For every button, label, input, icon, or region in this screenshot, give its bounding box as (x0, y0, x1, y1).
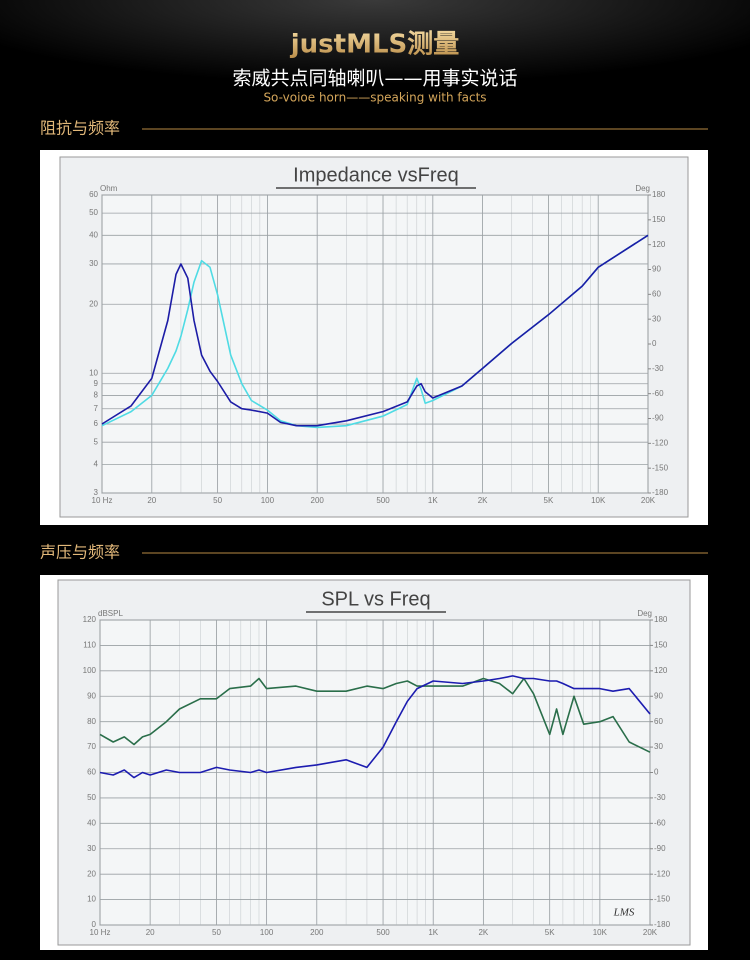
subtitle-en: So-voioe horn——speaking with facts (263, 91, 486, 105)
series-line (99, 675, 651, 779)
y-tick-label: 3 (94, 488, 99, 497)
x-tick-label: 20 (147, 496, 156, 505)
x-tick-label: 200 (310, 928, 324, 937)
y2-tick-label: 180 (652, 190, 666, 199)
y2-tick-label: -180 (654, 920, 671, 929)
y2-tick-label: -90 (652, 414, 664, 423)
series-line (99, 677, 651, 753)
y2-tick-label: 150 (654, 641, 668, 650)
y-tick-label: 40 (87, 818, 96, 827)
x-tick-label: 2K (478, 928, 488, 937)
y-tick-label: 120 (83, 615, 97, 624)
x-tick-label: 1K (428, 496, 438, 505)
y-axis-label: Ohm (100, 184, 118, 193)
y2-tick-label: 30 (652, 314, 661, 323)
y-tick-label: 0 (92, 920, 97, 929)
x-tick-label: 2K (478, 496, 488, 505)
y2-tick-label: -30 (652, 364, 664, 373)
annotation: LMS (613, 907, 635, 919)
y2-tick-label: 120 (652, 240, 666, 249)
x-tick-label: 10 Hz (90, 928, 111, 937)
y-tick-label: 60 (87, 768, 96, 777)
y2-tick-label: -120 (654, 869, 671, 878)
y-tick-label: 70 (87, 742, 96, 751)
y2-tick-label: -30 (654, 793, 666, 802)
y-tick-label: 8 (94, 391, 99, 400)
x-tick-label: 50 (212, 928, 221, 937)
y-tick-label: 110 (83, 641, 96, 650)
y2-tick-label: 120 (654, 666, 668, 675)
y-tick-label: 6 (94, 419, 99, 428)
x-tick-label: 500 (376, 928, 390, 937)
y2-tick-label: 60 (652, 289, 661, 298)
y-tick-label: 20 (89, 299, 98, 308)
y2-tick-label: 0 (652, 339, 657, 348)
x-tick-label: 100 (260, 928, 274, 937)
y2-tick-label: -150 (654, 895, 671, 904)
x-tick-label: 5K (545, 928, 555, 937)
y2-tick-label: -60 (652, 389, 664, 398)
chart-title: Impedance vsFreq (293, 164, 459, 186)
y-tick-label: 60 (89, 190, 98, 199)
x-tick-label: 20 (146, 928, 155, 937)
plot-area (101, 194, 649, 494)
y2-tick-label: 0 (654, 768, 659, 777)
x-tick-label: 10K (591, 496, 606, 505)
x-tick-label: 10K (593, 928, 608, 937)
y2-axis-label: Deg (635, 184, 650, 193)
section-heading: 声压与频率 (40, 543, 120, 562)
x-tick-label: 10 Hz (92, 496, 113, 505)
y2-tick-label: 180 (654, 615, 668, 624)
y-tick-label: 80 (87, 717, 96, 726)
subtitle: 索威共点同轴喇叭——用事实说话 (232, 68, 517, 90)
y-tick-label: 30 (89, 259, 98, 268)
x-tick-label: 100 (261, 496, 275, 505)
x-tick-label: 20K (643, 928, 658, 937)
x-tick-label: 1K (428, 928, 438, 937)
header-glow (0, 0, 750, 140)
y2-tick-label: 30 (654, 742, 663, 751)
y-tick-label: 20 (87, 869, 96, 878)
x-tick-label: 50 (213, 496, 222, 505)
y-tick-label: 7 (94, 404, 99, 413)
y2-tick-label: 150 (652, 215, 666, 224)
y2-tick-label: -120 (652, 438, 669, 447)
x-tick-label: 500 (376, 496, 390, 505)
y-tick-label: 50 (87, 793, 96, 802)
x-tick-label: 5K (544, 496, 554, 505)
y-tick-label: 5 (94, 437, 99, 446)
y-tick-label: 30 (87, 844, 96, 853)
y2-tick-label: -180 (652, 488, 669, 497)
y2-tick-label: -60 (654, 818, 666, 827)
series-line (101, 234, 649, 427)
y2-tick-label: 90 (652, 265, 661, 274)
x-tick-label: 20K (641, 496, 656, 505)
y-tick-label: 90 (87, 691, 96, 700)
chart-title: SPL vs Freq (321, 588, 430, 610)
y-tick-label: 50 (89, 208, 98, 217)
y2-tick-label: 90 (654, 691, 663, 700)
y-tick-label: 10 (89, 368, 98, 377)
y-tick-label: 100 (83, 666, 97, 675)
y2-tick-label: 60 (654, 717, 663, 726)
y2-tick-label: -150 (652, 463, 669, 472)
y-tick-label: 9 (94, 379, 99, 388)
y-tick-label: 4 (94, 459, 99, 468)
x-tick-label: 200 (311, 496, 325, 505)
y-tick-label: 10 (87, 895, 96, 904)
y2-tick-label: -90 (654, 844, 666, 853)
y-tick-label: 40 (89, 230, 98, 239)
section-heading: 阻抗与频率 (40, 119, 120, 138)
y-axis-label: dBSPL (98, 609, 123, 618)
y2-axis-label: Deg (637, 609, 652, 618)
page-title: justMLS测量 (290, 30, 460, 60)
